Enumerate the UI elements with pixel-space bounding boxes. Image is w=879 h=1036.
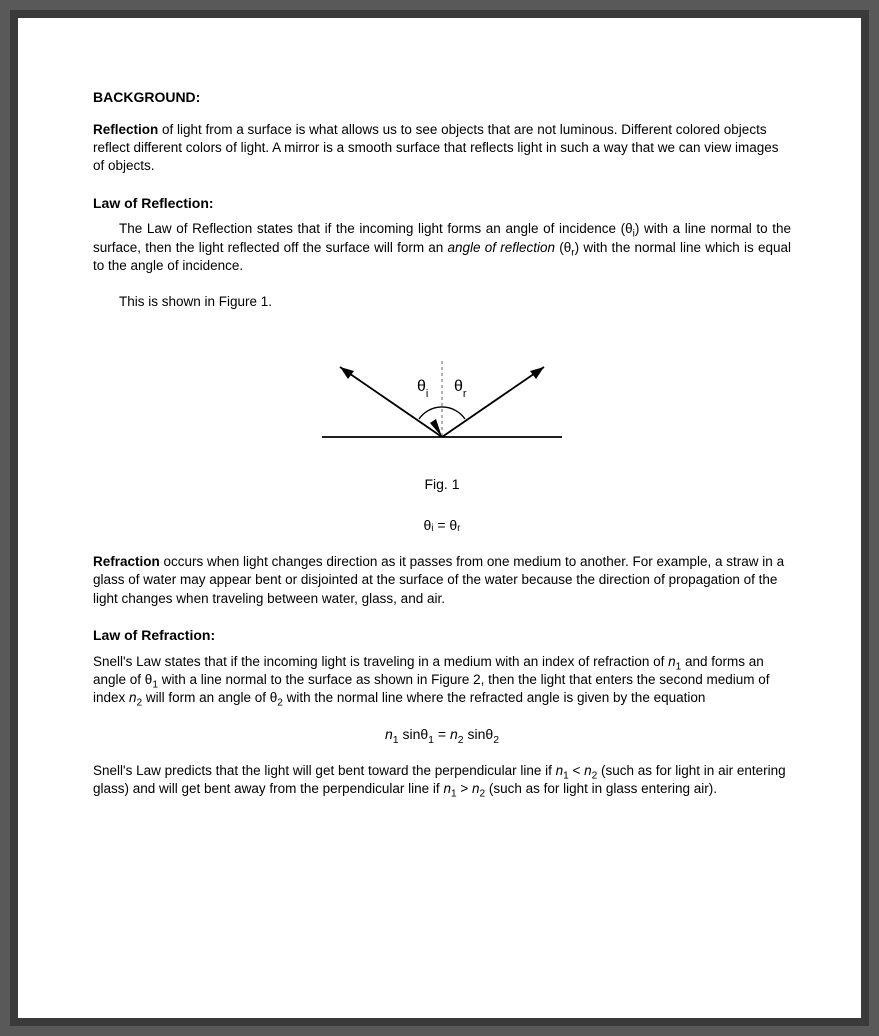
angle-of-reflection-italic: angle of reflection xyxy=(448,240,556,255)
paragraph-reflection: Reflection of light from a surface is wh… xyxy=(93,121,791,176)
s2-gt: > xyxy=(457,781,472,796)
s2-n1: n xyxy=(556,763,564,778)
incident-arrowhead-tip xyxy=(430,419,442,437)
label-theta-r: θr xyxy=(454,378,467,400)
heading-law-of-reflection: Law of Reflection: xyxy=(93,194,791,213)
eq-n2: n xyxy=(450,726,458,742)
snell-a: Snell's Law states that if the incoming … xyxy=(93,654,668,669)
n2-italic: n xyxy=(129,690,137,705)
paragraph-law-reflection-1: The Law of Reflection states that if the… xyxy=(93,220,791,275)
n1-italic: n xyxy=(668,654,676,669)
equation-snells-law: n1 sinθ1 = n2 sinθ2 xyxy=(93,725,791,744)
snell2-c: (such as for light in glass entering air… xyxy=(485,781,717,796)
equation-theta-i-theta-r: θᵢ = θᵣ xyxy=(93,516,791,535)
paragraph-refraction: Refraction occurs when light changes dir… xyxy=(93,553,791,608)
reflection-term: Reflection xyxy=(93,122,158,137)
s2b-n1: n xyxy=(443,781,451,796)
eq-sin1: sinθ xyxy=(399,726,429,742)
lr-text-a: The Law of Reflection states that if the… xyxy=(119,221,633,236)
s2-lt: < xyxy=(569,763,584,778)
paragraph-snell-2: Snell's Law predicts that the light will… xyxy=(93,762,791,798)
eq-equals: = xyxy=(434,726,450,742)
lr-text-c: (θ xyxy=(555,240,571,255)
eq-theta2-sub: 2 xyxy=(493,734,499,746)
heading-law-of-refraction: Law of Refraction: xyxy=(93,626,791,645)
eq-n1: n xyxy=(385,726,393,742)
refraction-term: Refraction xyxy=(93,554,160,569)
s2-n2: n xyxy=(584,763,592,778)
figure-1-svg: θi θr xyxy=(282,329,602,469)
document-viewer-frame: BACKGROUND: Reflection of light from a s… xyxy=(10,10,869,1026)
document-page: BACKGROUND: Reflection of light from a s… xyxy=(18,18,861,1018)
paragraph-snell-1: Snell's Law states that if the incoming … xyxy=(93,653,791,708)
figure-1-caption: Fig. 1 xyxy=(93,475,791,494)
heading-background: BACKGROUND: xyxy=(93,88,791,107)
label-theta-i: θi xyxy=(417,378,428,400)
snell-d: will form an angle of θ xyxy=(142,690,277,705)
incident-arrowhead-in xyxy=(340,367,354,379)
figure-1: θi θr Fig. 1 xyxy=(93,329,791,494)
refraction-text: occurs when light changes direction as i… xyxy=(93,554,784,605)
reflection-text: of light from a surface is what allows u… xyxy=(93,122,779,173)
reflected-arrowhead xyxy=(530,367,544,379)
snell-e: with the normal line where the refracted… xyxy=(283,690,706,705)
eq-sin2: sinθ xyxy=(464,726,494,742)
incident-ray xyxy=(340,367,442,437)
paragraph-law-reflection-2: This is shown in Figure 1. xyxy=(93,293,791,311)
snell2-a: Snell's Law predicts that the light will… xyxy=(93,763,556,778)
